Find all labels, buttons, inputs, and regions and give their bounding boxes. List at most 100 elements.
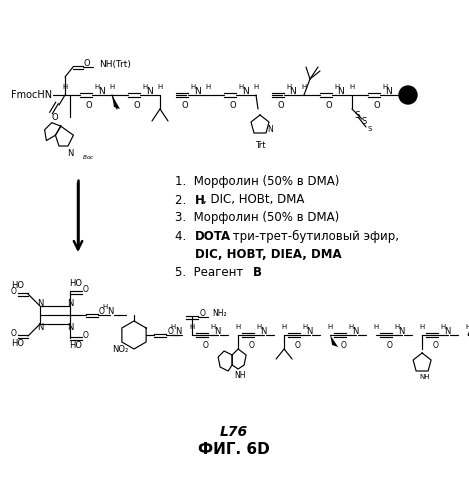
Text: N: N <box>260 326 266 336</box>
Text: S: S <box>368 126 372 132</box>
Text: 5.  Реагент: 5. Реагент <box>175 266 247 278</box>
Text: H: H <box>394 324 400 330</box>
Text: N: N <box>267 124 273 134</box>
Text: N: N <box>67 298 73 308</box>
Text: HO: HO <box>69 280 83 288</box>
Text: H: H <box>334 84 340 90</box>
Text: N: N <box>398 326 404 336</box>
Text: O: O <box>167 326 173 336</box>
Text: O: O <box>325 100 333 110</box>
Text: N: N <box>67 322 73 332</box>
Text: H: H <box>158 84 163 90</box>
Text: L76: L76 <box>220 425 248 439</box>
Text: NH: NH <box>234 370 246 380</box>
Text: O: O <box>386 340 392 349</box>
Text: O: O <box>134 100 140 110</box>
Text: O: O <box>11 288 17 296</box>
Text: H: H <box>348 324 354 330</box>
Text: N: N <box>37 322 43 332</box>
Text: O: O <box>202 340 208 349</box>
Text: H: H <box>281 324 287 330</box>
Text: N: N <box>37 298 43 308</box>
Text: O: O <box>52 112 58 122</box>
Text: N: N <box>242 86 249 96</box>
Text: H: H <box>253 84 258 90</box>
Text: 3.  Морфолин (50% в DMA): 3. Морфолин (50% в DMA) <box>175 212 339 224</box>
Text: N: N <box>306 326 312 336</box>
Text: HO: HO <box>11 340 24 348</box>
Text: H: H <box>303 324 308 330</box>
Text: O: O <box>83 60 91 68</box>
Text: H: H <box>382 84 387 90</box>
Text: O: O <box>83 284 89 294</box>
Text: H: H <box>419 324 425 330</box>
Text: H: H <box>238 84 243 90</box>
Text: H: H <box>466 324 469 330</box>
Text: H: H <box>143 84 148 90</box>
Text: 4.: 4. <box>175 230 194 242</box>
Polygon shape <box>330 335 338 347</box>
Text: N: N <box>175 326 182 336</box>
Text: NO₂: NO₂ <box>112 344 128 354</box>
Text: HO: HO <box>69 342 83 350</box>
Text: H: H <box>102 304 107 310</box>
Text: H: H <box>373 324 379 330</box>
Text: H: H <box>440 324 446 330</box>
Text: O: O <box>294 340 300 349</box>
Text: O: O <box>199 308 205 318</box>
Text: DOTA: DOTA <box>195 230 231 242</box>
Text: N: N <box>290 86 296 96</box>
Text: DIC, HOBT, DIEA, DMA: DIC, HOBT, DIEA, DMA <box>195 248 341 260</box>
Text: O: O <box>99 306 105 316</box>
Text: ФИГ. 6D: ФИГ. 6D <box>198 442 270 458</box>
Text: S: S <box>362 116 367 126</box>
Text: H: H <box>235 324 241 330</box>
Text: N: N <box>352 326 358 336</box>
Text: O: O <box>432 340 438 349</box>
Text: три-трет-бутиловый эфир,: три-трет-бутиловый эфир, <box>229 230 399 242</box>
Text: N: N <box>67 148 73 158</box>
Text: NH: NH <box>420 374 431 380</box>
Text: N: N <box>386 86 393 96</box>
Text: H: H <box>195 194 205 206</box>
Text: O: O <box>83 330 89 340</box>
Text: H: H <box>62 84 68 90</box>
Text: H: H <box>327 324 333 330</box>
Text: H: H <box>211 324 216 330</box>
Text: Trt: Trt <box>255 140 265 149</box>
Text: N: N <box>146 86 152 96</box>
Text: H: H <box>287 84 292 90</box>
Text: 1.  Морфолин (50% в DMA): 1. Морфолин (50% в DMA) <box>175 176 340 188</box>
Text: , DIC, HOBt, DMA: , DIC, HOBt, DMA <box>203 194 304 206</box>
Text: N: N <box>98 86 105 96</box>
Text: H: H <box>205 84 211 90</box>
Circle shape <box>399 86 417 104</box>
Text: S: S <box>354 110 360 120</box>
Text: H: H <box>349 84 355 90</box>
Text: N: N <box>107 306 113 316</box>
Text: H: H <box>190 84 196 90</box>
Text: O: O <box>340 340 346 349</box>
Text: O: O <box>248 340 254 349</box>
Text: O: O <box>230 100 236 110</box>
Text: H: H <box>94 84 99 90</box>
Text: N: N <box>214 326 220 336</box>
Text: 2.: 2. <box>175 194 194 206</box>
Polygon shape <box>112 95 120 109</box>
Text: O: O <box>182 100 189 110</box>
Text: O: O <box>278 100 284 110</box>
Text: N: N <box>444 326 450 336</box>
Text: H: H <box>302 84 307 90</box>
Text: O: O <box>11 330 17 338</box>
Text: HO: HO <box>11 282 24 290</box>
Text: H: H <box>189 324 195 330</box>
Text: N: N <box>194 86 200 96</box>
Text: N: N <box>338 86 344 96</box>
Text: $_{Boc}$: $_{Boc}$ <box>82 152 95 162</box>
Text: O: O <box>374 100 380 110</box>
Text: NH₂: NH₂ <box>212 308 227 318</box>
Text: FmocHN: FmocHN <box>11 90 52 100</box>
Text: NH(Trt): NH(Trt) <box>99 60 131 68</box>
Text: O: O <box>86 100 92 110</box>
Text: H: H <box>171 324 176 330</box>
